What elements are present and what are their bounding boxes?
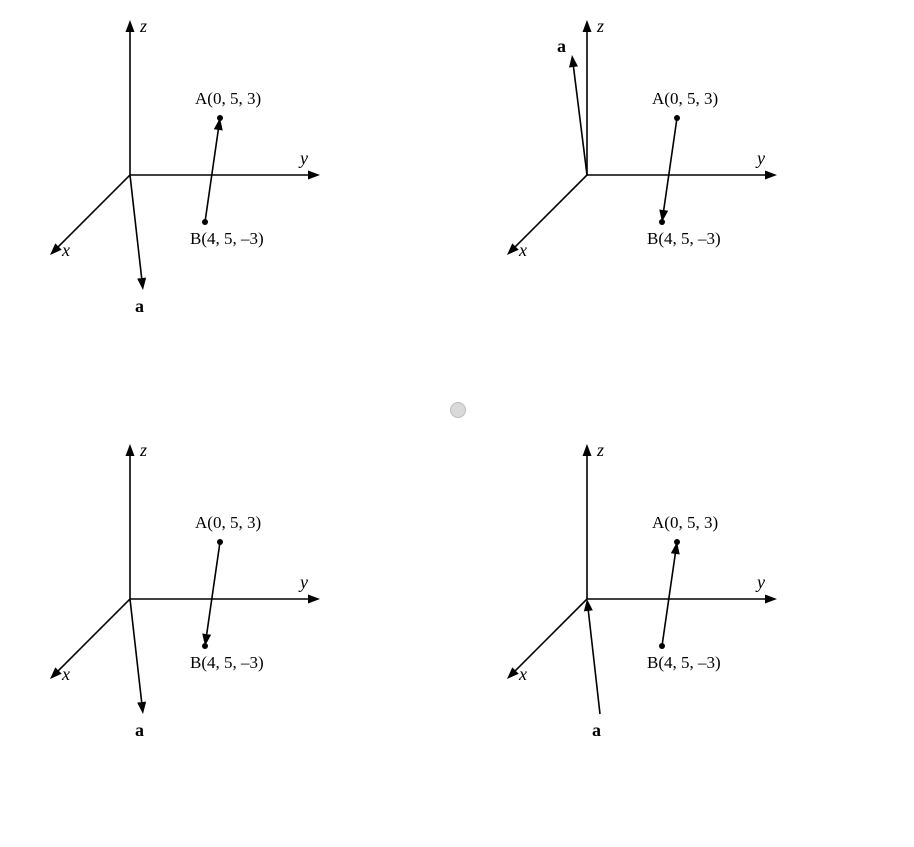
svg-text:B(4, 5, –3): B(4, 5, –3) bbox=[190, 229, 264, 248]
svg-text:z: z bbox=[596, 440, 604, 460]
svg-text:B(4, 5, –3): B(4, 5, –3) bbox=[647, 653, 721, 672]
panel-svg: z y x A(0, 5, 3) B(4, 5, –3) a bbox=[457, 0, 914, 423]
svg-text:z: z bbox=[596, 16, 604, 36]
svg-text:a: a bbox=[135, 720, 144, 740]
panel-bottom-left: z y x A(0, 5, 3) B(4, 5, –3) a bbox=[0, 424, 457, 847]
svg-text:B(4, 5, –3): B(4, 5, –3) bbox=[190, 653, 264, 672]
svg-text:y: y bbox=[298, 148, 308, 168]
svg-text:A(0, 5, 3): A(0, 5, 3) bbox=[652, 513, 718, 532]
svg-text:B(4, 5, –3): B(4, 5, –3) bbox=[647, 229, 721, 248]
svg-text:A(0, 5, 3): A(0, 5, 3) bbox=[195, 89, 261, 108]
svg-text:a: a bbox=[592, 720, 601, 740]
svg-text:y: y bbox=[755, 572, 765, 592]
svg-text:x: x bbox=[61, 240, 70, 260]
svg-text:a: a bbox=[135, 296, 144, 316]
svg-text:z: z bbox=[139, 440, 147, 460]
panel-svg: z y x A(0, 5, 3) B(4, 5, –3) a bbox=[0, 424, 457, 847]
svg-text:y: y bbox=[298, 572, 308, 592]
panel-svg: z y x A(0, 5, 3) B(4, 5, –3) a bbox=[0, 0, 457, 423]
svg-text:x: x bbox=[518, 664, 527, 684]
panel-top-left: z y x A(0, 5, 3) B(4, 5, –3) a bbox=[0, 0, 457, 424]
panel-top-right: z y x A(0, 5, 3) B(4, 5, –3) a bbox=[457, 0, 914, 424]
svg-text:y: y bbox=[755, 148, 765, 168]
panel-svg: z y x A(0, 5, 3) B(4, 5, –3) a bbox=[457, 424, 914, 847]
svg-text:z: z bbox=[139, 16, 147, 36]
svg-text:x: x bbox=[518, 240, 527, 260]
diagram-grid: z y x A(0, 5, 3) B(4, 5, –3) a z y x A(0, 5, 3) B… bbox=[0, 0, 914, 847]
svg-text:A(0, 5, 3): A(0, 5, 3) bbox=[195, 513, 261, 532]
svg-text:x: x bbox=[61, 664, 70, 684]
panel-bottom-right: z y x A(0, 5, 3) B(4, 5, –3) a bbox=[457, 424, 914, 847]
svg-text:a: a bbox=[557, 36, 566, 56]
center-dot bbox=[450, 402, 466, 418]
svg-text:A(0, 5, 3): A(0, 5, 3) bbox=[652, 89, 718, 108]
